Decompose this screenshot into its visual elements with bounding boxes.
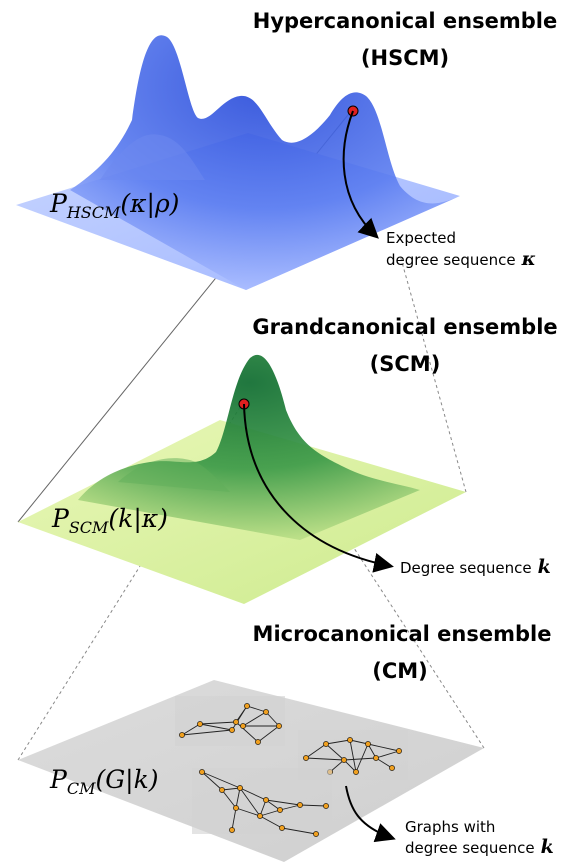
hscm-annotation-line1: Expected <box>386 229 456 247</box>
scm-level: Grandcanonical ensemble (SCM) PSCM(k|κ) … <box>18 315 558 604</box>
cm-title-line1: Microcanonical ensemble <box>253 622 552 646</box>
hscm-arrow <box>342 110 379 239</box>
scm-secondary-bump <box>118 458 230 492</box>
hscm-title-line2: (HSCM) <box>361 46 449 70</box>
cm-annotation-line2: degree sequence k <box>405 836 554 858</box>
scm-annotation: Degree sequence k <box>400 556 551 578</box>
graph-1 <box>175 696 285 746</box>
cm-formula: PCM(G|k) <box>49 765 159 798</box>
scm-formula: PSCM(k|κ) <box>51 504 168 537</box>
cm-title-line2: (CM) <box>372 659 428 683</box>
cm-annotation-line1: Graphs with <box>405 818 495 836</box>
scm-title-line1: Grandcanonical ensemble <box>252 315 557 339</box>
hscm-secondary-bump <box>100 134 205 180</box>
hscm-level: Hypercanonical ensemble (HSCM) PHSCM(κ|ρ… <box>16 9 557 290</box>
hscm-formula: PHSCM(κ|ρ) <box>49 189 179 222</box>
cm-arrow <box>345 785 396 843</box>
hscm-title-line1: Hypercanonical ensemble <box>253 9 557 33</box>
hscm-annotation-line2: degree sequence κ <box>386 248 536 270</box>
graph-3 <box>192 768 332 837</box>
scm-arrow <box>243 403 394 573</box>
cm-level: Microcanonical ensemble (CM) PCM(G|k) Gr… <box>18 622 554 862</box>
scm-title-line2: (SCM) <box>370 352 441 376</box>
